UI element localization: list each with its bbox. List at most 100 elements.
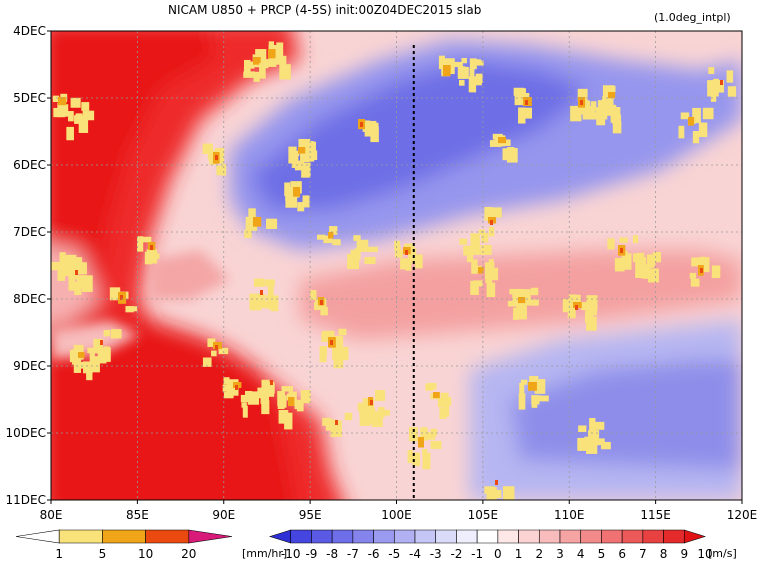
precip-cell-heavy xyxy=(78,352,85,359)
precip-cell xyxy=(405,261,412,271)
precip-cell xyxy=(222,384,234,392)
precip-cell xyxy=(53,107,60,118)
u850-colorbar-swatch xyxy=(621,529,644,544)
x-tick-label: 85E xyxy=(126,508,149,522)
precip-cell xyxy=(444,400,451,406)
precip-cell xyxy=(63,261,75,274)
u850-colorbar-label: -2 xyxy=(450,547,462,561)
precip-cell xyxy=(632,235,639,244)
precip-cell xyxy=(588,430,600,446)
precip-cell-intense xyxy=(235,385,238,390)
precip-cell xyxy=(110,329,122,339)
precip-cell xyxy=(308,141,316,152)
precip-cell xyxy=(332,343,341,360)
grid-lines xyxy=(51,31,742,500)
precip-cell xyxy=(577,437,588,451)
precip-cell xyxy=(425,383,434,391)
precip-cell xyxy=(223,391,234,399)
precip-unit-label: [mm/hr] xyxy=(242,547,287,560)
precip-cell xyxy=(300,148,312,163)
precip-cell-heavy xyxy=(298,147,306,154)
u850-colorbar-label: -1 xyxy=(471,547,483,561)
precip-cell xyxy=(484,486,495,494)
precip-cell xyxy=(364,120,377,137)
precip-cell xyxy=(567,302,576,319)
precip-cell xyxy=(140,236,152,243)
precip-cell xyxy=(260,389,270,404)
precip-cell xyxy=(97,347,107,364)
precip-cell xyxy=(52,95,60,103)
precip-cell xyxy=(518,393,526,410)
precip-cell xyxy=(86,367,93,381)
precip-cell-intense xyxy=(150,245,153,250)
precip-cell-heavy xyxy=(478,267,484,274)
precip-cell xyxy=(250,298,261,304)
precip-colorbar-label: 1 xyxy=(55,547,63,561)
precip-cell xyxy=(443,400,450,417)
precip-cell xyxy=(366,246,378,253)
precip-cell xyxy=(412,452,420,467)
precip-cell xyxy=(344,412,353,421)
u850-colorbar-swatch xyxy=(331,529,354,544)
precip-cell xyxy=(310,290,317,300)
precip-cell-heavy xyxy=(688,117,695,126)
precip-cell xyxy=(488,267,499,281)
precip-cell xyxy=(68,111,74,122)
precip-cell xyxy=(57,265,66,281)
precip-cell xyxy=(524,107,533,119)
precip-cell xyxy=(636,252,645,261)
x-tick-label: 100E xyxy=(381,508,412,522)
precip-cell xyxy=(534,379,546,394)
precip-cell xyxy=(400,258,409,270)
precip-cell xyxy=(520,379,528,385)
precip-cell xyxy=(488,259,494,268)
precip-cell xyxy=(394,240,401,250)
precip-cell xyxy=(577,88,588,101)
precip-cell xyxy=(529,299,539,306)
precip-cell xyxy=(266,218,278,229)
precip-cell-intense xyxy=(335,420,338,425)
precip-cell xyxy=(480,244,492,255)
precip-cell xyxy=(207,338,216,347)
precip-cell xyxy=(607,238,615,250)
precip-cell xyxy=(59,252,66,268)
precip-cell xyxy=(320,306,328,316)
precip-cell-intense xyxy=(120,295,123,300)
precip-cell-heavy xyxy=(268,49,276,59)
precip-cell xyxy=(259,63,266,79)
precip-cell xyxy=(209,150,216,165)
chart-subtitle: (1.0deg_intpl) xyxy=(654,11,731,24)
precip-cell xyxy=(693,109,700,124)
precip-cell xyxy=(294,160,305,171)
u850-colorbar-swatch xyxy=(456,529,478,544)
precip-cell xyxy=(350,249,361,255)
precip-cell xyxy=(502,148,511,161)
precip-cell xyxy=(702,107,714,120)
u850-field xyxy=(51,31,742,500)
precip-cell-intense xyxy=(320,300,323,305)
precip-cell-intense xyxy=(525,100,528,105)
precip-cell-heavy xyxy=(328,232,334,239)
precip-cell-intense xyxy=(75,270,78,275)
precip-cell xyxy=(538,395,549,402)
precip-cell xyxy=(596,110,606,126)
precip-colorbar-swatch xyxy=(145,529,190,544)
precip-cell xyxy=(81,275,93,292)
y-tick-label: 4DEC xyxy=(13,24,46,38)
precip-cell xyxy=(690,278,700,287)
precip-cell xyxy=(459,238,468,245)
precip-cell xyxy=(501,139,511,146)
u850-colorbar-swatch xyxy=(601,529,623,544)
precip-cell xyxy=(261,379,270,391)
precip-cell xyxy=(468,76,477,93)
precip-cell xyxy=(698,122,708,138)
precip-cell xyxy=(89,353,95,369)
precip-cell xyxy=(332,335,344,348)
precip-cell xyxy=(268,297,277,310)
precip-cell xyxy=(74,115,86,124)
precip-cell xyxy=(353,235,361,241)
precip-cell xyxy=(125,306,134,313)
precip-cell xyxy=(323,235,333,244)
precip-cell xyxy=(430,428,438,436)
u850-colorbar-swatch xyxy=(311,529,333,544)
